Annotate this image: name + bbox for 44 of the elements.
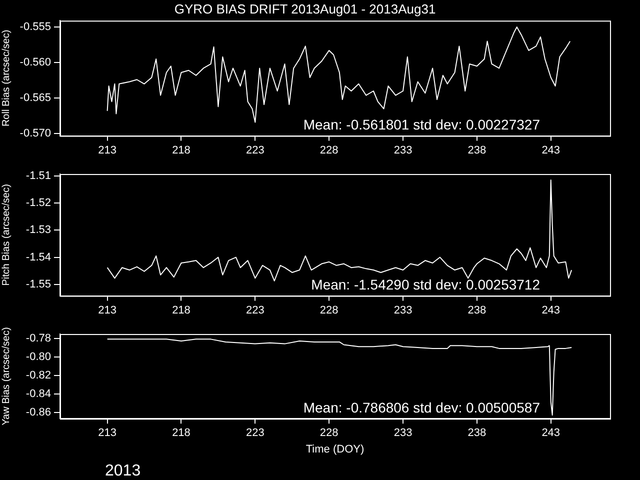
y-tick-label: -0.80	[26, 350, 51, 363]
x-tick-label: 228	[320, 144, 338, 156]
y-axis-title: Roll Bias (arcsec/sec)	[0, 30, 12, 127]
x-tick-label: 233	[394, 304, 412, 316]
x-tick-label: 233	[394, 427, 412, 440]
y-tick-label: -0.555	[20, 21, 51, 34]
x-tick-label: 238	[468, 144, 486, 156]
y-tick-label: -1.51	[26, 170, 51, 182]
y-tick-label: -0.565	[20, 92, 51, 104]
x-tick-label: 223	[246, 427, 264, 440]
y-axis-title: Pitch Bias (arcsec/sec)	[0, 184, 12, 286]
annotation: Mean: -0.786806 std dev: 0.00500587	[303, 399, 540, 416]
y-tick-label: -1.55	[26, 278, 51, 290]
y-tick-label: -1.52	[26, 197, 51, 210]
y-axis-title: Yaw Bias (arcsec/sec)	[0, 327, 12, 426]
y-tick-label: -1.53	[26, 224, 51, 236]
y-tick-label: -0.84	[26, 388, 51, 400]
x-tick-label: 213	[98, 427, 116, 440]
y-tick-label: -0.86	[26, 406, 51, 418]
x-tick-label: 223	[246, 304, 264, 316]
x-tick-label: 243	[542, 427, 560, 440]
x-tick-label: 213	[98, 304, 116, 316]
x-axis-title: Time (DOY)	[306, 443, 364, 456]
x-tick-label: 218	[172, 144, 190, 156]
x-tick-label: 243	[542, 304, 560, 316]
x-tick-label: 233	[394, 144, 412, 156]
x-tick-label: 223	[246, 144, 264, 156]
y-tick-label: -0.560	[20, 56, 51, 69]
x-tick-label: 218	[172, 304, 190, 316]
y-tick-label: -0.78	[26, 332, 51, 344]
y-tick-label: -0.570	[20, 128, 51, 140]
y-tick-label: -1.54	[26, 251, 51, 264]
x-tick-label: 238	[468, 304, 486, 316]
chart-title: GYRO BIAS DRIFT 2013Aug01 - 2013Aug31	[174, 1, 436, 16]
x-tick-label: 213	[98, 144, 116, 156]
annotation: Mean: -1.54290 std dev: 0.00253712	[311, 276, 540, 293]
y-tick-label: -0.82	[26, 369, 51, 382]
x-tick-label: 228	[320, 427, 338, 440]
annotation: Mean: -0.561801 std dev: 0.00227327	[303, 116, 540, 133]
x-tick-label: 228	[320, 304, 338, 316]
x-tick-label: 243	[542, 144, 560, 156]
x-tick-label: 218	[172, 427, 190, 440]
x-tick-label: 238	[468, 427, 486, 440]
text: 2013	[105, 462, 141, 480]
